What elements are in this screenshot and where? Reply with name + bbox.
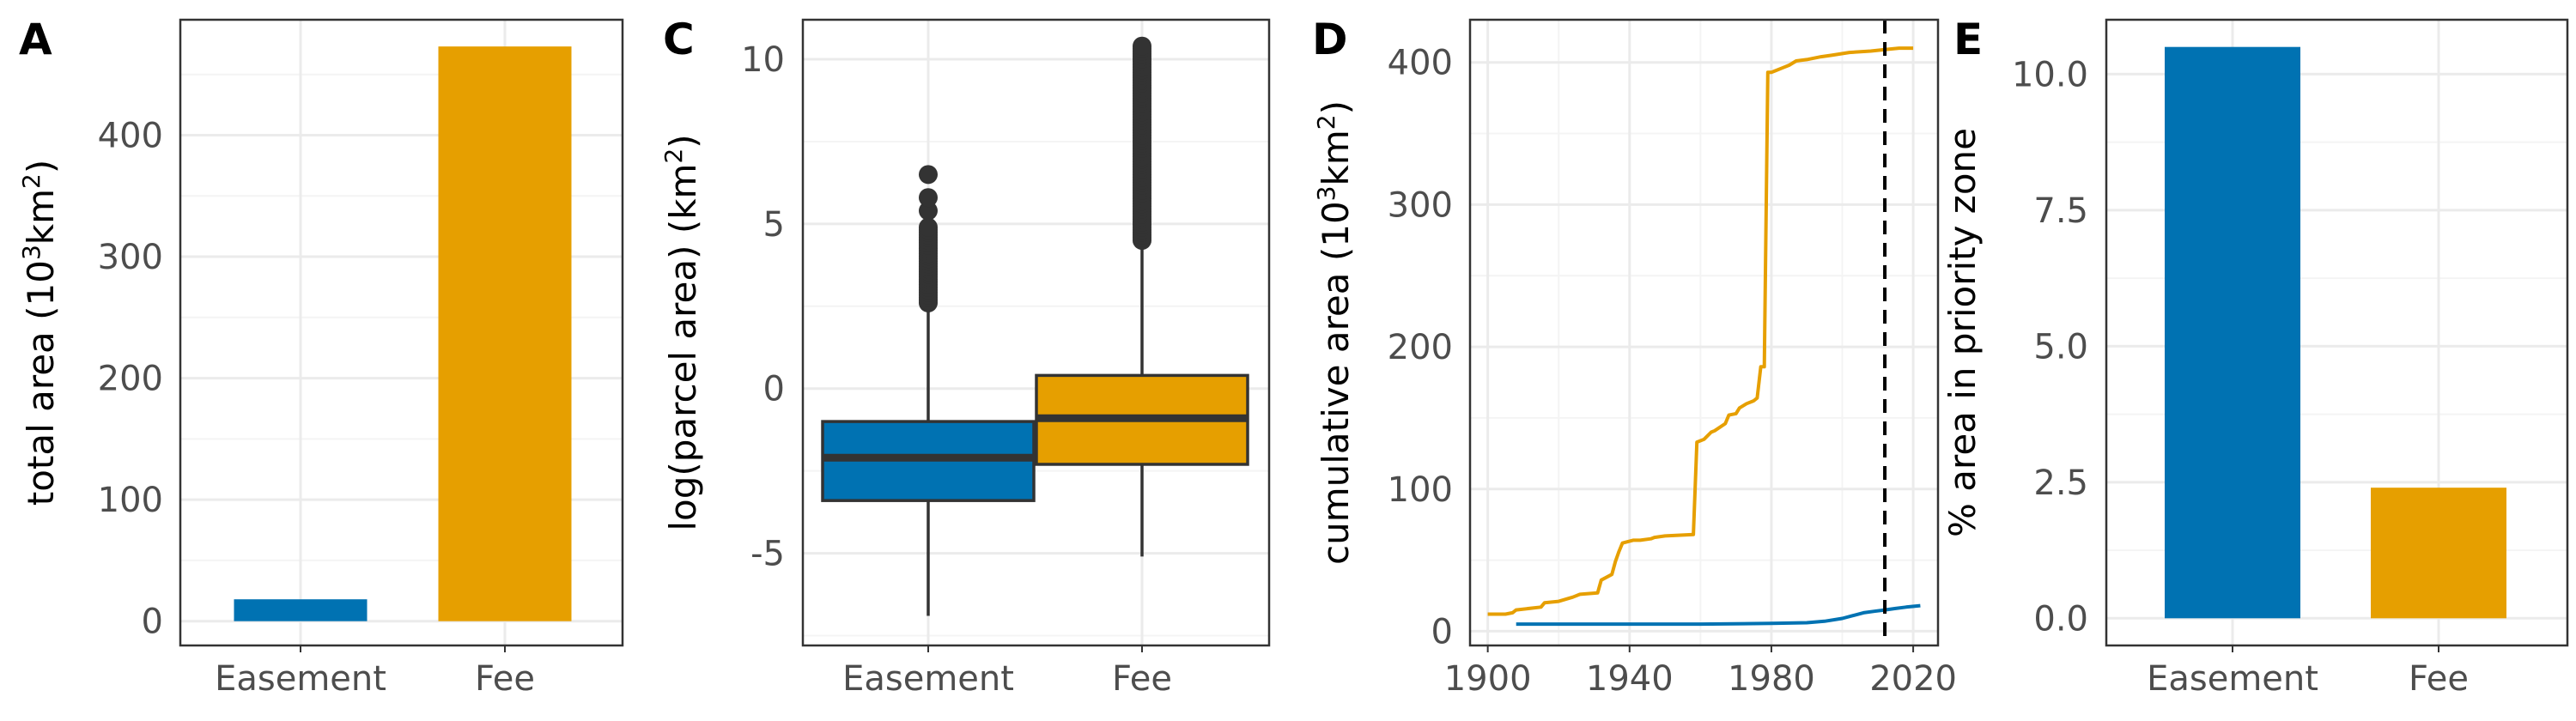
y-tick-label: 200: [1388, 328, 1453, 367]
y-tick-label: 0: [142, 603, 163, 642]
outlier-point: [919, 201, 938, 221]
panel-label: A: [19, 15, 52, 64]
y-axis-title-part: ): [662, 134, 704, 148]
y-tick-label: 200: [98, 360, 163, 399]
panel-border: [801, 18, 1271, 647]
y-tick-label: 5.0: [2033, 327, 2088, 367]
y-tick-label: 300: [98, 238, 163, 277]
y-tick-label: 10: [741, 40, 785, 80]
x-tick-label: 2020: [1869, 659, 1957, 699]
y-axis-title-superscript: 3: [17, 245, 46, 260]
y-axis-title-part: log(parcel area) (km: [662, 164, 704, 531]
y-axis-title-superscript: 2: [17, 173, 46, 189]
y-tick-label: 5: [763, 205, 785, 245]
y-axis-title-part: km: [20, 189, 62, 245]
panel-label: D: [1312, 15, 1348, 64]
y-axis-title-superscript: 2: [1312, 114, 1340, 130]
panel-border: [179, 18, 624, 647]
y-tick-label: 400: [1388, 44, 1453, 83]
bar-easement: [2165, 46, 2300, 619]
y-axis-title: log(parcel area) (km2): [659, 134, 704, 530]
x-tick-label: 1940: [1586, 659, 1674, 699]
x-tick-label: Easement: [2147, 659, 2318, 699]
y-axis-title: % area in priority zone: [1941, 128, 1984, 537]
panel-label: E: [1953, 15, 1983, 64]
panel-label: C: [663, 15, 695, 64]
y-axis-title-part: ): [1315, 100, 1357, 114]
bar-fee: [2371, 488, 2506, 619]
outlier-point: [919, 165, 938, 185]
y-tick-label: 7.5: [2033, 191, 2088, 231]
bar-fee: [438, 46, 572, 621]
bar-easement: [234, 599, 368, 621]
outlier-point: [919, 188, 938, 208]
y-axis-title-superscript: 2: [659, 148, 688, 164]
y-axis-title-part: total area (10: [20, 260, 62, 506]
x-tick-label: Fee: [2409, 659, 2469, 699]
y-axis-title-part: ): [20, 160, 62, 173]
x-tick-label: Easement: [842, 659, 1014, 699]
y-tick-label: 2.5: [2033, 464, 2088, 503]
outlier-point: [919, 217, 938, 237]
x-tick-label: 1900: [1444, 659, 1532, 699]
y-tick-label: 300: [1388, 185, 1453, 225]
panel-border: [2105, 18, 2569, 647]
y-tick-label: 400: [98, 116, 163, 155]
y-tick-label: 10.0: [2012, 55, 2088, 94]
box-easement: [821, 165, 1036, 616]
y-tick-label: 100: [98, 481, 163, 520]
panel-border: [1468, 18, 1940, 647]
series-line-fee: [1487, 46, 1914, 616]
y-axis-title-superscript: 3: [1312, 185, 1340, 201]
y-tick-label: 0: [1431, 612, 1453, 651]
y-tick-label: -5: [750, 535, 785, 574]
y-axis-title-part: cumulative area (10: [1315, 201, 1357, 565]
y-tick-label: 0.0: [2033, 599, 2088, 639]
y-tick-label: 100: [1388, 470, 1453, 510]
outlier-point: [1133, 36, 1151, 56]
y-axis-title: total area (103km2): [17, 160, 62, 506]
y-axis-title-part: km: [1315, 130, 1357, 185]
box-fee: [1035, 36, 1249, 557]
x-tick-label: Fee: [1112, 659, 1172, 699]
y-tick-label: 0: [763, 370, 785, 409]
x-tick-label: Easement: [215, 659, 386, 699]
panel-e: 0.0 2.5 5.0 7.5 10.0 E % area in priority zone…: [1941, 15, 2569, 699]
x-tick-label: Fee: [475, 659, 535, 699]
y-axis-title: cumulative area (103km2): [1312, 100, 1357, 565]
x-tick-label: 1980: [1728, 659, 1815, 699]
series-line-easement: [1516, 603, 1921, 627]
